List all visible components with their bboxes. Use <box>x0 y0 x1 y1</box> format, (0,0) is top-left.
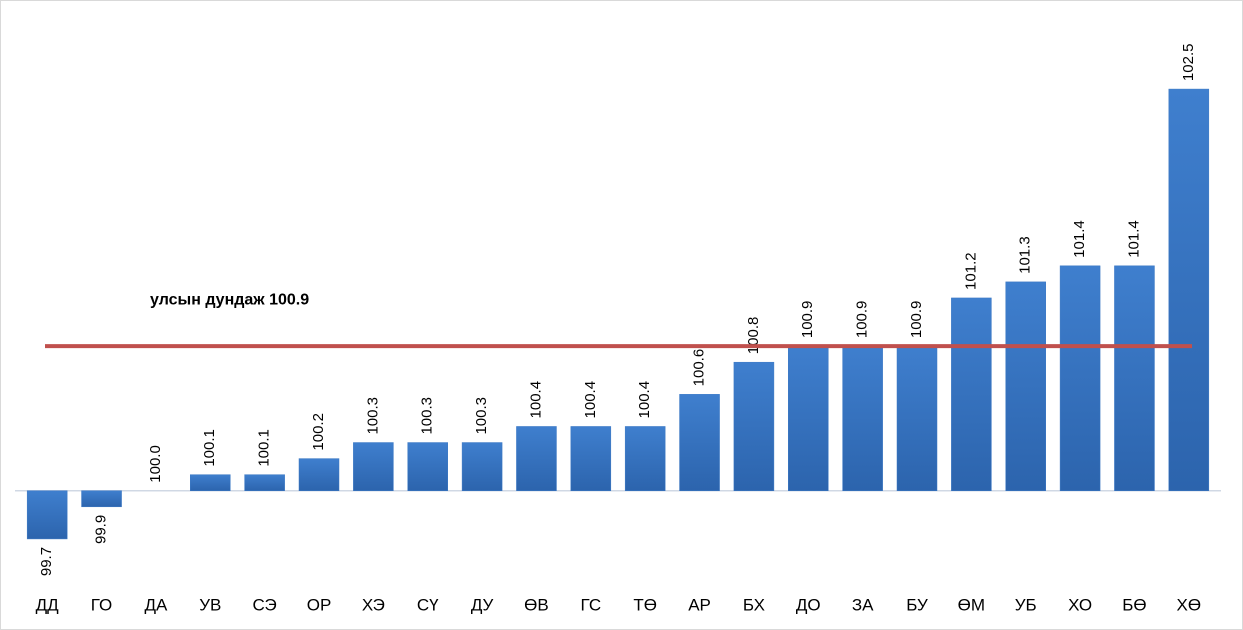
x-tick-label: ДУ <box>471 595 494 614</box>
x-tick-label: ӨВ <box>524 595 549 614</box>
value-label: 101.2 <box>962 252 979 290</box>
bar <box>1168 88 1210 491</box>
x-tick-label: ТӨ <box>633 595 657 614</box>
bar <box>951 297 992 491</box>
x-tick-label: ДД <box>36 595 60 614</box>
value-label: 101.3 <box>1017 236 1034 274</box>
x-tick-label: БХ <box>743 595 765 614</box>
bar <box>244 474 285 491</box>
value-label: 100.2 <box>310 413 327 451</box>
value-label: 100.9 <box>854 301 871 339</box>
bar <box>733 361 775 491</box>
bar <box>842 345 883 491</box>
x-tick-label: УБ <box>1015 595 1037 614</box>
bar <box>26 490 68 540</box>
value-label: 100.9 <box>908 301 925 339</box>
value-label: 100.3 <box>364 397 381 435</box>
x-tick-label: БУ <box>906 595 928 614</box>
value-label: 100.1 <box>201 429 218 467</box>
x-tick-label: ОР <box>307 595 332 614</box>
x-tick-label: БӨ <box>1122 595 1146 614</box>
bar <box>1059 265 1101 491</box>
value-label: 101.4 <box>1071 220 1088 258</box>
value-label: 100.3 <box>419 397 436 435</box>
x-tick-label: ХӨ <box>1177 595 1202 614</box>
bar <box>896 345 938 491</box>
bar <box>679 394 720 491</box>
bar <box>298 458 340 491</box>
value-label: 100.4 <box>527 381 544 419</box>
x-tick-label: ДО <box>796 595 821 614</box>
bar <box>190 474 231 491</box>
value-label: 100.4 <box>636 381 653 419</box>
x-tick-label: ГО <box>91 595 112 614</box>
bar <box>461 442 503 491</box>
bar <box>1114 265 1155 491</box>
x-tick-label: АР <box>688 595 711 614</box>
bar <box>516 426 557 491</box>
bar <box>788 345 829 491</box>
bar <box>81 490 122 508</box>
value-label: 99.7 <box>38 547 55 576</box>
x-tick-label: ДА <box>144 595 168 614</box>
bar <box>624 426 666 491</box>
value-label: 101.4 <box>1125 220 1142 258</box>
bar <box>407 442 448 491</box>
x-tick-label: СҮ <box>417 595 439 614</box>
value-label: 100.0 <box>147 445 164 483</box>
value-label: 100.6 <box>691 349 708 387</box>
value-label: 100.1 <box>256 429 273 467</box>
value-label: 100.9 <box>799 301 816 339</box>
bar <box>570 426 612 491</box>
x-tick-label: ХЭ <box>362 595 385 614</box>
value-label: 100.4 <box>582 381 599 419</box>
x-tick-label: ЗА <box>852 595 874 614</box>
value-label: 99.9 <box>93 515 110 544</box>
value-label: 100.3 <box>473 397 490 435</box>
x-tick-label: ХО <box>1068 595 1092 614</box>
x-tick-label: УВ <box>199 595 221 614</box>
value-label: 102.5 <box>1180 44 1197 82</box>
bar <box>353 442 394 491</box>
reference-label: улсын дундаж 100.9 <box>150 291 309 308</box>
bar <box>1005 281 1046 491</box>
x-tick-label: ӨМ <box>958 595 985 614</box>
x-tick-label: СЭ <box>252 595 276 614</box>
value-label: 100.8 <box>745 317 762 355</box>
x-tick-label: ГС <box>580 595 601 614</box>
